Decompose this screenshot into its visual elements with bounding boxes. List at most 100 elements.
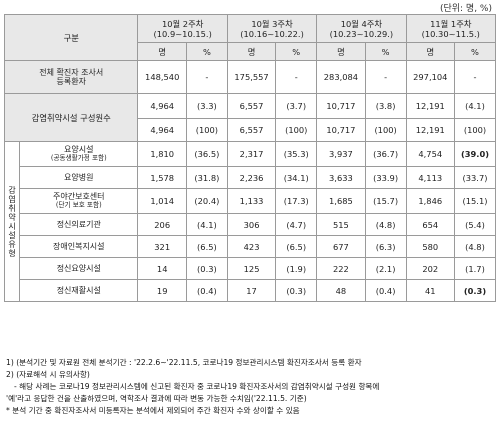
cell: 2,317 (226, 141, 277, 167)
table-row-facility: 장애인복지시설 321 (6.5) 423 (6.5) 677 (6.3) 58… (5, 235, 496, 258)
footnotes: 1) (분석기간 및 자료원 전체 분석기간 : '22.2.6~'22.11.… (6, 357, 496, 417)
count-header: 명 (226, 42, 277, 61)
table-row-facility: 정신의료기관 206 (4.1) 306 (4.7) 515 (4.8) 654… (5, 213, 496, 236)
pct-header: % (275, 42, 318, 61)
cell: 297,104 (405, 60, 456, 94)
cell: (4.1) (185, 213, 228, 236)
cell: 1,810 (137, 141, 187, 167)
unit-note: (단위: 명, %) (439, 4, 492, 14)
facility-label: 장애인복지시설 (19, 235, 139, 258)
cell: (33.7) (454, 166, 496, 189)
cell: 1,846 (405, 188, 456, 214)
cell: 1,578 (137, 166, 187, 189)
footnote: - 해당 사례는 코로나19 정보관리시스템에 신고된 확진자 중 코로나19 … (14, 382, 380, 391)
cell: (100) (185, 118, 228, 142)
facility-label: 주야간보호센터 (단기 보호 포함) (19, 188, 139, 214)
period-header: 10월 2주차 (10.9~10.15.) (137, 14, 228, 43)
cell: (36.7) (364, 141, 407, 167)
cell: 4,113 (405, 166, 456, 189)
cell: 1,014 (137, 188, 187, 214)
cell: (4.8) (454, 235, 496, 258)
cell: (100) (275, 118, 318, 142)
cell: (15.7) (364, 188, 407, 214)
cell: 321 (137, 235, 187, 258)
cell: 4,964 (137, 118, 187, 142)
cell: (1.7) (454, 257, 496, 280)
cell: 10,717 (316, 118, 366, 142)
cell: (17.3) (275, 188, 318, 214)
cell: 12,191 (405, 118, 456, 142)
cell: 14 (137, 257, 187, 280)
cell: (3.3) (185, 93, 228, 119)
cell: 3,937 (316, 141, 366, 167)
cell: 48 (316, 279, 366, 302)
cell: 19 (137, 279, 187, 302)
facility-label: 요양시설 (공동생활가정 포함) (19, 141, 139, 167)
facility-cases-table: 구분 10월 2주차 (10.9~10.15.) 10월 3주차 (10.16~10… (3, 14, 497, 302)
cell: 202 (405, 257, 456, 280)
cell: (3.8) (364, 93, 407, 119)
cell: 17 (226, 279, 277, 302)
footnote: '예'라고 응답한 건을 산출하였으며, 역학조사 결과에 따라 변동 가능한 … (6, 394, 307, 403)
facility-label: 정신의료기관 (19, 213, 139, 236)
facility-label: 정신요양시설 (19, 257, 139, 280)
table-row-facility: 주야간보호센터 (단기 보호 포함) 1,014 (20.4) 1,133 (17… (5, 188, 496, 214)
cell: (39.0) (454, 141, 496, 167)
table-row-facility: 감염취약 시설유형 요양시설 (공동생활가정 포함) 1,810 (36.5) 2,… (3, 141, 496, 302)
cell: - (275, 60, 318, 94)
pct-header: % (185, 42, 228, 61)
table-row-total: 전체 확진자 조사서 등록환자 148,540 - 175,557 - 283,0… (3, 60, 496, 94)
cell: 6,557 (226, 118, 277, 142)
cell: 580 (405, 235, 456, 258)
cell: (36.5) (185, 141, 228, 167)
count-header: 명 (137, 42, 187, 61)
cell: (31.8) (185, 166, 228, 189)
cell: 148,540 (137, 60, 187, 94)
period-header: 10월 3주차 (10.16~10.22.) (226, 14, 318, 43)
cell: (4.8) (364, 213, 407, 236)
pct-header: % (364, 42, 407, 61)
footnote: 2) (자료해석 시 유의사항) (6, 370, 90, 379)
cell: 175,557 (226, 60, 277, 94)
cell: 222 (316, 257, 366, 280)
cell: (2.1) (364, 257, 407, 280)
cell: 10,717 (316, 93, 366, 119)
cell: (100) (454, 118, 496, 142)
facility-label: 정신재활시설 (19, 279, 139, 302)
cell: (6.5) (275, 235, 318, 258)
cell: 3,633 (316, 166, 366, 189)
cell: (15.1) (454, 188, 496, 214)
cell: (0.3) (275, 279, 318, 302)
cell: (6.5) (185, 235, 228, 258)
cell: 1,685 (316, 188, 366, 214)
table-row-vulnerable-share: 감염취약시설 구성원수 4,964 (3.3) 6,557 (3.7) 10,7… (3, 93, 496, 142)
cell: 12,191 (405, 93, 456, 119)
cell: (0.4) (364, 279, 407, 302)
facility-group-label: 감염취약 시설유형 (3, 141, 21, 302)
cell: (3.7) (275, 93, 318, 119)
cell: (34.1) (275, 166, 318, 189)
row-label-total: 전체 확진자 조사서 등록환자 (3, 60, 139, 94)
cell: - (185, 60, 228, 94)
cell: 6,557 (226, 93, 277, 119)
row-label-vulnerable: 감염취약시설 구성원수 (3, 93, 139, 142)
cell: (0.3) (185, 257, 228, 280)
cell: (6.3) (364, 235, 407, 258)
footnote: 1) (분석기간 및 자료원 전체 분석기간 : '22.2.6~'22.11.… (6, 358, 362, 367)
cell: (0.4) (185, 279, 228, 302)
footnote: * 분석 기간 중 확진자조사서 미등록자는 분석에서 제외되어 주간 확진자 … (6, 406, 300, 415)
cell: - (364, 60, 407, 94)
cell: 4,964 (137, 93, 187, 119)
cell: 306 (226, 213, 277, 236)
cell: 206 (137, 213, 187, 236)
pct-header: % (454, 42, 496, 61)
cell: 515 (316, 213, 366, 236)
cell: (5.4) (454, 213, 496, 236)
count-header: 명 (316, 42, 366, 61)
cell: (100) (364, 118, 407, 142)
cell: (4.7) (275, 213, 318, 236)
count-header: 명 (405, 42, 456, 61)
cell: 423 (226, 235, 277, 258)
cell: 283,084 (316, 60, 366, 94)
period-header: 10월 4주차 (10.23~10.29.) (316, 14, 407, 43)
